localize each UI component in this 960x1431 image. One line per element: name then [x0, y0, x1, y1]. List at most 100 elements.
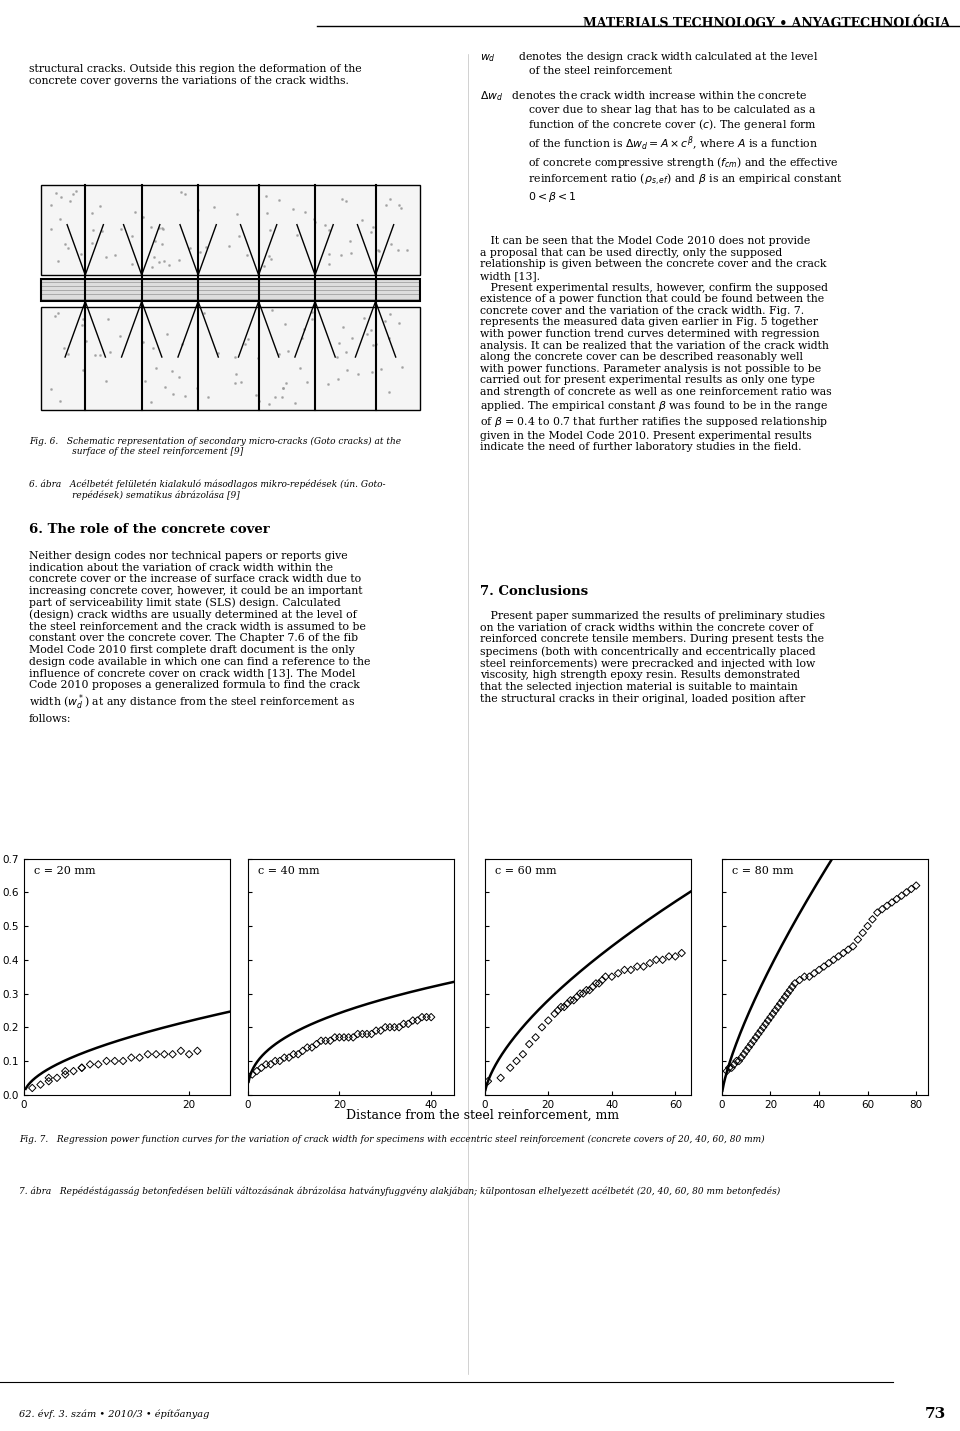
Point: [341, 1026, 356, 1049]
FancyBboxPatch shape: [41, 279, 420, 302]
Point: [553, 996, 568, 1019]
Point: [830, 944, 846, 967]
Point: [763, 1006, 779, 1029]
Point: [582, 979, 597, 1002]
Point: [784, 976, 800, 999]
Point: [419, 1006, 434, 1029]
Point: [74, 1056, 89, 1079]
Text: 6. The role of the concrete cover: 6. The role of the concrete cover: [29, 522, 270, 537]
Point: [748, 1026, 763, 1049]
Text: 73: 73: [924, 1407, 946, 1421]
Point: [727, 1053, 742, 1076]
Point: [313, 1029, 328, 1052]
Point: [591, 972, 607, 995]
Point: [149, 1043, 164, 1066]
Point: [108, 1049, 123, 1072]
Point: [563, 989, 578, 1012]
Point: [547, 1002, 563, 1025]
Point: [327, 1026, 343, 1049]
Point: [903, 877, 919, 900]
Point: [281, 1046, 297, 1069]
Point: [746, 1029, 761, 1052]
Point: [49, 1066, 64, 1089]
Text: Neither design codes nor technical papers or reports give
indication about the v: Neither design codes nor technical paper…: [29, 551, 371, 724]
Point: [572, 982, 588, 1005]
Text: Fig. 6.   Schematic representation of secondary micro-cracks (Goto cracks) at th: Fig. 6. Schematic representation of seco…: [29, 436, 401, 456]
Point: [760, 1009, 776, 1032]
Point: [811, 959, 827, 982]
Point: [528, 1026, 543, 1049]
Point: [550, 999, 565, 1022]
Point: [509, 1049, 524, 1072]
Point: [74, 1056, 89, 1079]
Point: [773, 992, 788, 1015]
Point: [90, 1053, 106, 1076]
Point: [323, 1029, 338, 1052]
Point: [775, 989, 790, 1012]
Text: 6. ábra   Acélbetét felületén kialakuló másodlagos mikro-repédések (ún. Goto-
  : 6. ábra Acélbetét felületén kialakuló má…: [29, 479, 385, 499]
Point: [821, 952, 836, 975]
Point: [502, 1056, 517, 1079]
Text: $w_d^* = w_d + \Delta w_d$: $w_d^* = w_d + \Delta w_d$: [62, 892, 160, 912]
Point: [258, 1053, 274, 1076]
Point: [780, 982, 795, 1005]
Point: [132, 1046, 147, 1069]
Point: [369, 1019, 384, 1042]
Point: [729, 1049, 744, 1072]
Point: [741, 1036, 756, 1059]
Point: [268, 1049, 283, 1072]
Point: [870, 902, 885, 924]
Point: [802, 966, 817, 989]
Point: [405, 1009, 420, 1032]
Text: where:: where:: [29, 942, 66, 950]
Text: 7. Conclusions: 7. Conclusions: [480, 584, 588, 598]
Point: [291, 1043, 306, 1066]
Point: [309, 1033, 324, 1056]
Point: [140, 1043, 156, 1066]
Point: [359, 1023, 374, 1046]
Point: [25, 1076, 40, 1099]
Point: [253, 1056, 269, 1079]
Point: [173, 1039, 188, 1062]
Point: [756, 1016, 771, 1039]
Point: [295, 1039, 310, 1062]
Point: [736, 1043, 752, 1066]
Point: [66, 1059, 82, 1083]
Point: [336, 1026, 351, 1049]
Point: [350, 1023, 366, 1046]
Point: [396, 1013, 411, 1036]
Point: [387, 1016, 402, 1039]
Text: Distance from the steel reinforcement, mm: Distance from the steel reinforcement, m…: [346, 1109, 619, 1122]
Point: [480, 1070, 495, 1093]
Point: [318, 1029, 333, 1052]
Point: [272, 1049, 287, 1072]
Point: [778, 986, 793, 1009]
Point: [516, 1043, 531, 1066]
Point: [884, 892, 900, 914]
Point: [263, 1053, 278, 1076]
Point: [83, 1053, 98, 1076]
Text: MATERIALS TECHNOLOGY • ANYAGTECHNOLÓGIA: MATERIALS TECHNOLOGY • ANYAGTECHNOLÓGIA: [584, 17, 950, 30]
Point: [719, 1059, 734, 1083]
Point: [535, 1016, 550, 1039]
Point: [889, 887, 904, 910]
Point: [630, 954, 645, 977]
Text: $w_d$       denotes the design crack width calculated at the level
             : $w_d$ denotes the design crack width cal…: [480, 50, 843, 205]
Point: [598, 966, 613, 989]
Point: [245, 1063, 260, 1086]
Point: [493, 1066, 509, 1089]
Text: Fig. 7.   Regression power function curves for the variation of crack width for : Fig. 7. Regression power function curves…: [19, 1135, 765, 1143]
Point: [732, 1049, 747, 1072]
Point: [560, 992, 575, 1015]
Point: [576, 982, 591, 1005]
Point: [181, 1043, 197, 1066]
Point: [860, 914, 876, 937]
Point: [354, 1023, 370, 1046]
Point: [611, 962, 626, 985]
Point: [521, 1033, 537, 1056]
Point: [908, 874, 924, 897]
Point: [382, 1016, 397, 1039]
Point: [623, 959, 638, 982]
Point: [604, 966, 619, 989]
Point: [617, 959, 633, 982]
